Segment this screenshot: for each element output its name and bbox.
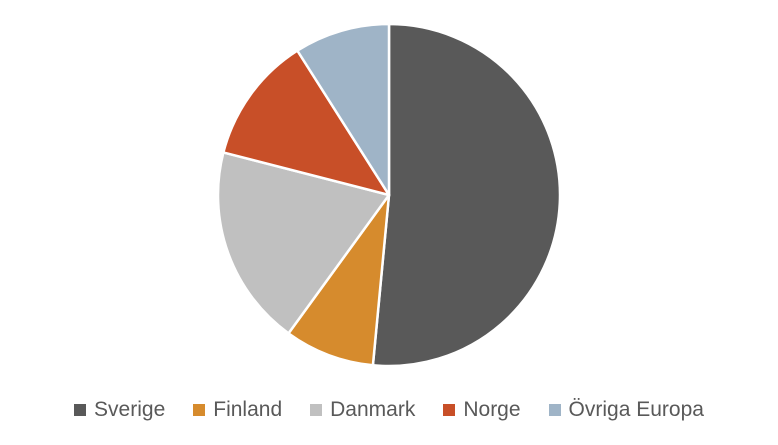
pie-slices <box>216 22 562 368</box>
legend-item-ovriga-europa: Övriga Europa <box>548 398 704 422</box>
legend-label-ovriga-europa: Övriga Europa <box>568 398 704 421</box>
legend-item-norge: Norge <box>443 398 521 422</box>
legend-item-danmark: Danmark <box>310 398 415 422</box>
legend-swatch-danmark <box>310 404 323 416</box>
legend-item-sverige: Sverige <box>74 398 165 422</box>
chart-legend: Sverige Finland Danmark Norge Övriga Eur… <box>0 390 778 430</box>
legend-swatch-norge <box>443 404 456 416</box>
legend-swatch-finland <box>193 404 206 416</box>
legend-label-norge: Norge <box>463 398 521 421</box>
pie-slice--vriga-europa <box>296 22 391 197</box>
pie-chart <box>216 22 562 368</box>
pie-slice-danmark <box>216 151 391 335</box>
legend-swatch-sverige <box>74 404 87 416</box>
legend-item-finland: Finland <box>193 398 282 422</box>
pie-slice-sverige <box>371 22 562 368</box>
pie-slice-finland <box>287 193 391 367</box>
pie-slice-norge <box>222 49 391 197</box>
legend-label-danmark: Danmark <box>330 398 416 421</box>
legend-label-sverige: Sverige <box>94 398 166 421</box>
legend-label-finland: Finland <box>213 398 283 421</box>
legend-swatch-ovriga-europa <box>548 404 561 416</box>
